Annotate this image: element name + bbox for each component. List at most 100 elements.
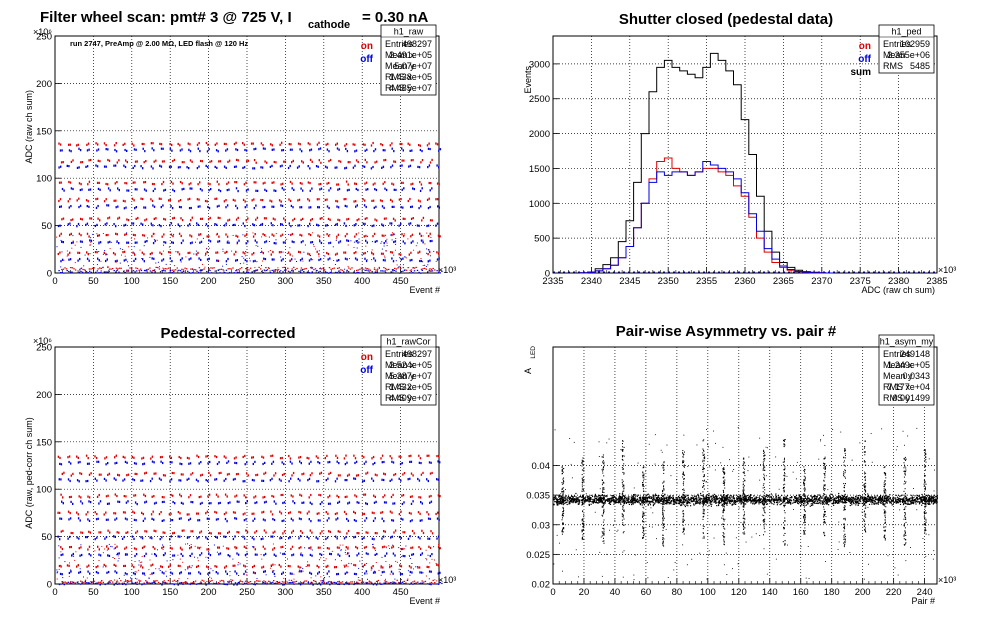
data-point-off [149, 480, 152, 483]
data-point-on [434, 269, 436, 271]
band-off [61, 239, 433, 245]
data-point-on [244, 252, 246, 255]
data-point-off [317, 271, 320, 273]
data-point-sparse [56, 572, 58, 574]
data-point-off [402, 518, 404, 521]
data-point [631, 504, 633, 506]
data-point-off [319, 240, 321, 243]
data-point-off [437, 460, 439, 463]
data-point-sparse [119, 262, 121, 264]
data-point-on [337, 581, 339, 583]
data-point-on [179, 144, 181, 147]
data-point-off [244, 553, 247, 557]
data-point [677, 495, 680, 498]
x-tick-label: 100 [124, 276, 140, 287]
data-point-on [235, 456, 237, 459]
data-point-sparse [194, 545, 196, 547]
data-point-on [293, 266, 295, 268]
data-point-off [124, 148, 126, 152]
data-point-on [243, 545, 246, 548]
data-point-on [363, 546, 366, 549]
data-point-off [273, 205, 275, 208]
data-point-on [218, 532, 220, 535]
data-point-off [264, 519, 266, 522]
data-point-off [158, 224, 161, 227]
data-point-sparse [302, 260, 304, 262]
data-point-on [252, 456, 254, 459]
data-point-on [88, 180, 91, 183]
data-point-off [133, 479, 136, 482]
data-point-off [347, 239, 350, 242]
data-point-on [234, 564, 236, 567]
data-point-off [161, 259, 163, 262]
data-point-sparse [396, 264, 398, 266]
data-point-off [151, 257, 153, 260]
data-point-sparse [149, 559, 151, 561]
x-exponent: ×10³ [938, 575, 956, 585]
plot-frame-3: 0 20 40 60 80 100 120 140 160 180 200 220 2400.020.0… [526, 346, 938, 598]
x-tick-label: 50 [88, 276, 99, 287]
data-point-on [418, 144, 420, 147]
data-point-off [126, 149, 128, 152]
data-point-on [198, 233, 200, 237]
data-point [693, 499, 695, 501]
data-point-on [161, 235, 163, 238]
data-point-on [320, 268, 323, 270]
data-point-sparse [225, 263, 227, 265]
data-point-off [381, 461, 383, 464]
data-point-off [326, 536, 329, 539]
x-tick-label: 250 [239, 587, 255, 598]
data-point-sparse [398, 266, 400, 268]
data-point-off [141, 584, 143, 586]
data-point-off [325, 537, 327, 541]
data-point-off [180, 479, 182, 482]
data-point-off [79, 240, 82, 243]
data-point-on [161, 183, 163, 186]
data-point [767, 496, 769, 498]
data-point-off [307, 165, 309, 168]
data-point-off [224, 535, 227, 538]
data-point-sparse [198, 233, 200, 235]
data-point-off [254, 270, 257, 272]
data-point-off [264, 570, 266, 573]
data-point-on [133, 547, 136, 550]
data-point [915, 501, 917, 503]
data-point-off [180, 517, 182, 520]
data-point [565, 495, 567, 497]
data-point-on [245, 268, 247, 270]
data-point-off [196, 537, 198, 540]
data-point-sparse [155, 262, 157, 264]
data-point-sparse [148, 578, 150, 579]
data-point-off [243, 519, 246, 522]
data-point [806, 498, 808, 500]
data-point-on [170, 512, 172, 515]
data-point-on [345, 198, 347, 201]
data-point-sparse [130, 577, 131, 579]
data-point-off [132, 166, 134, 169]
data-point-off [127, 270, 130, 272]
data-point-off [395, 583, 397, 585]
data-point-off [96, 223, 98, 226]
data-point-off [244, 272, 246, 274]
data-point-on [327, 564, 329, 567]
data-point-on [214, 143, 216, 146]
data-point-off [419, 571, 421, 574]
data-point-on [78, 547, 80, 550]
data-point-on [78, 182, 81, 185]
data-point-off [427, 517, 430, 520]
data-point-on [379, 199, 382, 202]
data-point-sparse [239, 563, 241, 565]
data-point-off [161, 584, 163, 586]
data-point-off [159, 164, 161, 167]
data-point-off [326, 166, 328, 169]
data-point-off [245, 502, 247, 505]
data-point-off [124, 553, 127, 556]
data-point-on [197, 251, 199, 254]
data-point-on [280, 183, 282, 186]
data-point-on [418, 454, 420, 457]
x-tick-label: 150 [162, 276, 178, 287]
data-point [556, 500, 558, 502]
data-point-on [152, 563, 154, 566]
y-tick-label: 200 [36, 390, 52, 401]
data-point-sparse [168, 246, 170, 248]
